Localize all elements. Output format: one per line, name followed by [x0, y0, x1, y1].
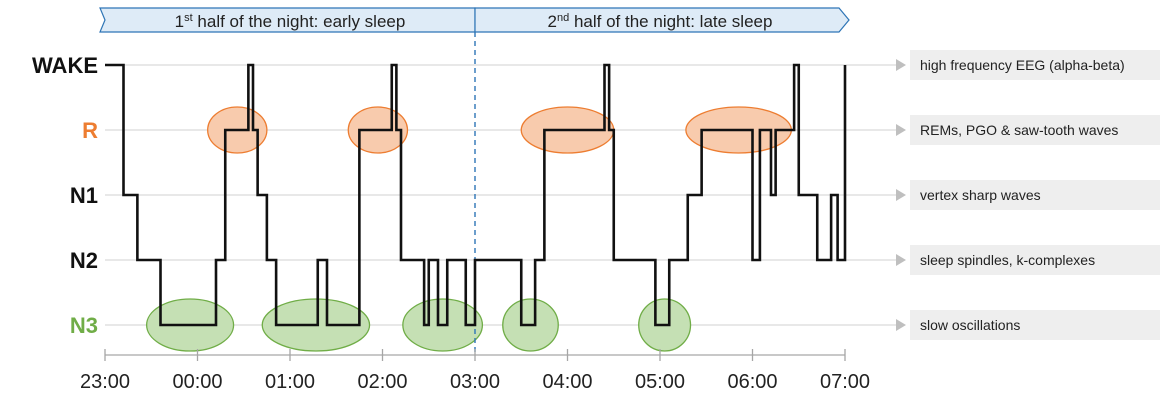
- night-halves-bands: 1st half of the night: early sleep 2nd ha…: [99, 7, 850, 33]
- stage-label-n1: N1: [70, 183, 98, 208]
- x-tick-label-7: 06:00: [727, 371, 777, 393]
- x-tick-label-4: 03:00: [450, 371, 500, 393]
- annotation-wake: high frequency EEG (alpha-beta): [920, 57, 1125, 73]
- hypnogram-line: [105, 63, 847, 327]
- band-label-text-2: half of the night: late sleep: [569, 12, 772, 31]
- stage-label-n2: N2: [70, 248, 98, 273]
- band-2: [474, 7, 850, 33]
- band-label-2: 2nd half of the night: late sleep: [548, 12, 773, 31]
- stage-labels: WAKE R N1 N2 N3: [32, 53, 98, 338]
- x-tick-label-6: 05:00: [635, 371, 685, 393]
- annotation-box-r: [910, 115, 1160, 145]
- stage-label-wake: WAKE: [32, 53, 98, 78]
- annotation-n2: sleep spindles, k-complexes: [920, 252, 1095, 268]
- band-label-1: 1st half of the night: early sleep: [175, 12, 406, 31]
- band-label-sup-2: nd: [557, 12, 569, 24]
- annotation-n1: vertex sharp waves: [920, 187, 1041, 203]
- annotation-box-wake: [910, 50, 1160, 80]
- stage-annotations: high frequency EEG (alpha-beta) REMs, PGO…: [910, 50, 1160, 340]
- annotation-box-n3: [910, 310, 1160, 340]
- annotation-n3: slow oscillations: [920, 317, 1020, 333]
- band-label-sup-1: st: [184, 12, 193, 24]
- grid-arrow-n3: [896, 319, 906, 331]
- x-tick-label-3: 02:00: [357, 371, 407, 393]
- grid-arrow-r: [896, 124, 906, 136]
- grid-arrow-wake: [896, 59, 906, 71]
- x-tick-label-8: 07:00: [820, 371, 870, 393]
- x-tick-label-5: 04:00: [542, 371, 592, 393]
- hypnogram-trace: [105, 63, 847, 327]
- highlight-ellipses: [145, 106, 793, 352]
- x-tick-label-0: 23:00: [80, 371, 130, 393]
- annotation-box-n2: [910, 245, 1160, 275]
- grid-arrow-n1: [896, 189, 906, 201]
- x-axis: 23:00 00:00 01:00 02:00 03:00 04:00 05:00 06:00…: [80, 349, 870, 393]
- stage-label-r: R: [82, 118, 98, 143]
- annotation-r: REMs, PGO & saw-tooth waves: [920, 122, 1118, 138]
- grid-arrow-n2: [896, 254, 906, 266]
- x-tick-label-1: 00:00: [172, 371, 222, 393]
- band-label-text-1: half of the night: early sleep: [193, 12, 406, 31]
- x-tick-label-2: 01:00: [265, 371, 315, 393]
- stage-label-n3: N3: [70, 313, 98, 338]
- annotation-box-n1: [910, 180, 1160, 210]
